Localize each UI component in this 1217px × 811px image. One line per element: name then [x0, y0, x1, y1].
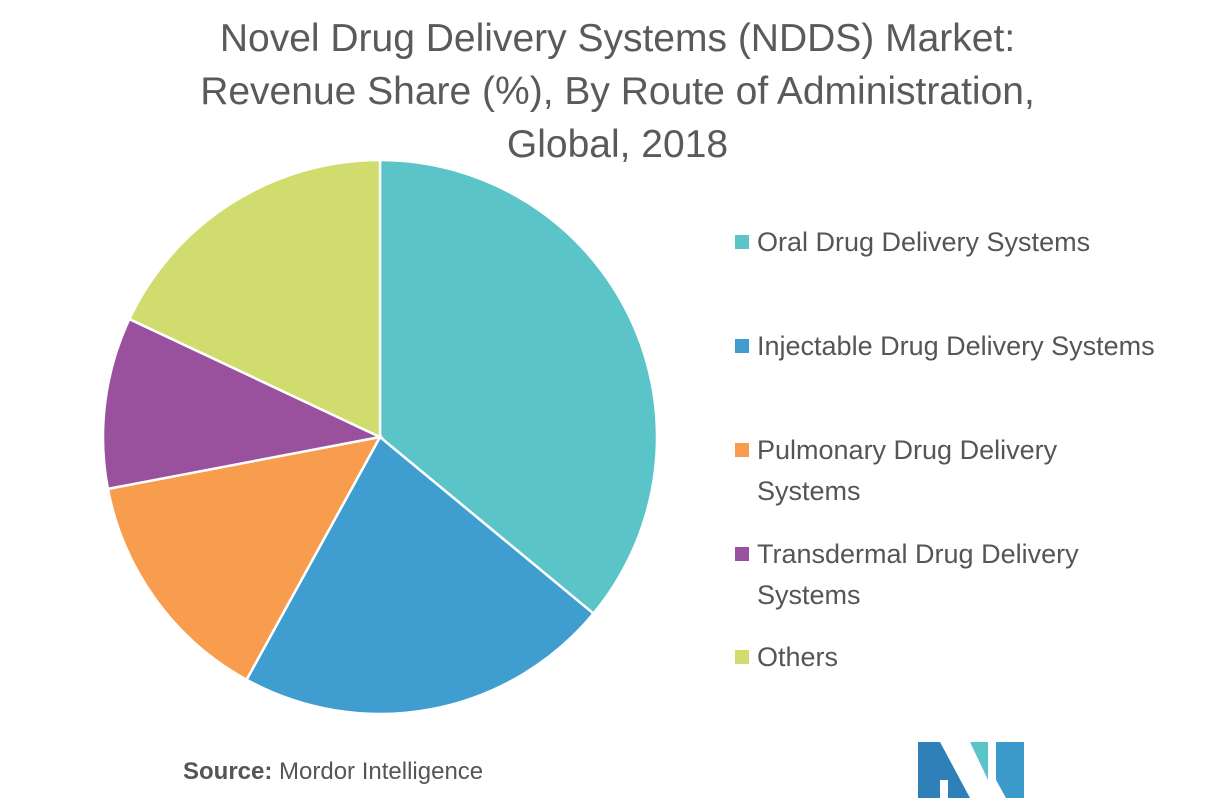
pie-slice-others	[127, 158, 382, 439]
pie-slice-transdermal-drug-delivery-systems	[101, 317, 385, 491]
pie-slice-pulmonary-drug-delivery-systems	[106, 435, 383, 682]
legend-label: Transdermal Drug Delivery Systems	[757, 534, 1215, 616]
legend-label: Oral Drug Delivery Systems	[757, 222, 1215, 263]
chart-title-line-1: Novel Drug Delivery Systems (NDDS) Marke…	[219, 17, 1016, 60]
legend-label-line: Systems	[757, 476, 861, 506]
pie-slice-oral-drug-delivery-systems	[378, 158, 659, 616]
legend-label-line: Pulmonary Drug Delivery	[757, 435, 1058, 465]
legend-swatch	[735, 235, 749, 249]
logo-right-shape	[996, 742, 1024, 798]
legend-label-line: Injectable Drug Delivery Systems	[757, 331, 1155, 361]
legend-label-line: Oral Drug Delivery Systems	[757, 227, 1091, 257]
legend-swatch	[735, 443, 749, 457]
source-text: Mordor Intelligence	[279, 758, 484, 785]
pie-slice-injectable-drug-delivery-systems	[244, 435, 596, 716]
chart-title-line-3: Global, 2018	[506, 123, 729, 166]
legend-swatch	[735, 547, 749, 561]
legend-label: Pulmonary Drug Delivery Systems	[757, 430, 1215, 512]
source-note: Source: Mordor Intelligence	[183, 758, 483, 786]
logo-left-shape	[918, 742, 970, 798]
legend-swatch	[735, 339, 749, 353]
source-label: Source:	[183, 758, 273, 785]
mordor-intelligence-logo	[918, 742, 1024, 798]
legend-swatch	[735, 650, 749, 664]
legend-label-line: Transdermal Drug Delivery	[757, 539, 1079, 569]
legend-label: Injectable Drug Delivery Systems	[757, 326, 1215, 367]
logo-middle-shape	[970, 742, 988, 780]
chart-title-line-2: Revenue Share (%), By Route of Administr…	[200, 70, 1035, 113]
chart-title: Novel Drug Delivery Systems (NDDS) Marke…	[0, 12, 1217, 171]
legend-label-line: Systems	[757, 580, 861, 610]
legend-label-line: Others	[757, 642, 839, 672]
legend-label: Others	[757, 637, 1215, 678]
